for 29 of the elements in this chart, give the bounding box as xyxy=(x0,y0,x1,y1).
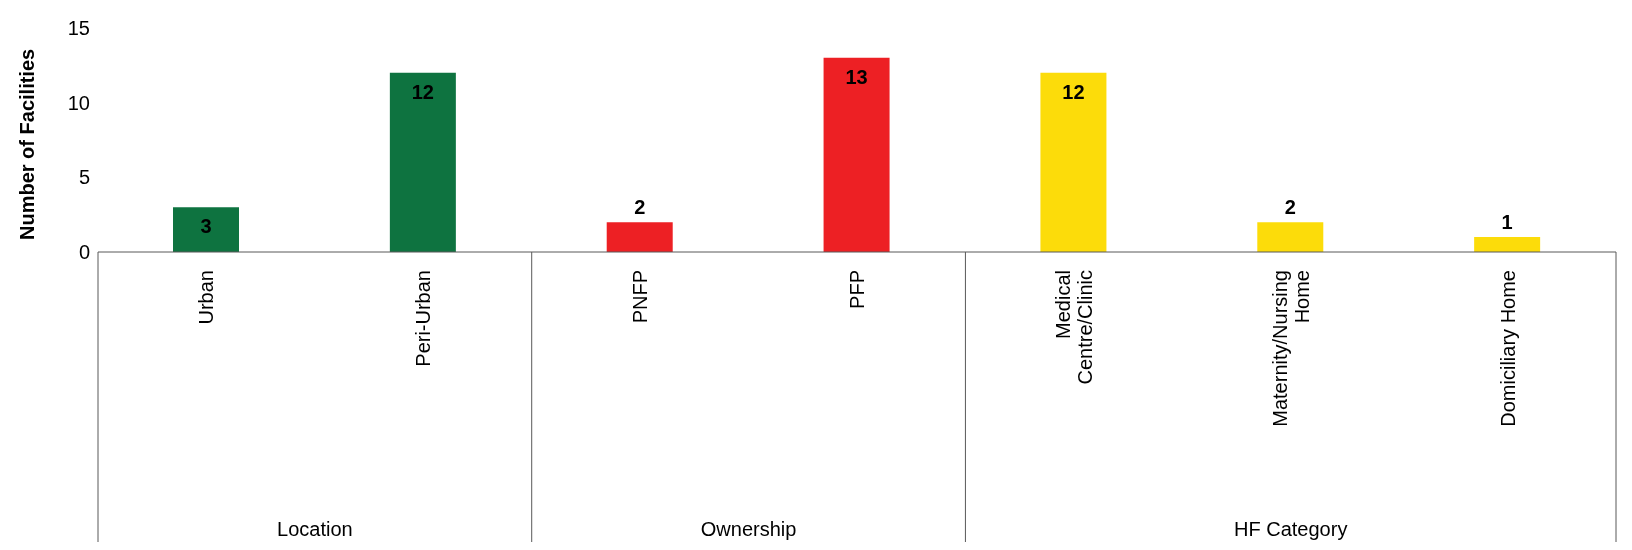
bar xyxy=(1474,237,1541,252)
x-tick-label: PFP xyxy=(846,270,868,309)
text: Location xyxy=(277,518,353,540)
data-label: 1 xyxy=(1501,211,1513,234)
data-label: 12 xyxy=(1062,80,1085,103)
data-label: 12 xyxy=(411,80,434,103)
x-tick-label: Medical Centre/Clinic xyxy=(1051,270,1096,385)
y-tick-label: 10 xyxy=(67,91,90,114)
text: Ownership xyxy=(700,518,797,540)
y-tick-label: 0 xyxy=(78,241,90,264)
text: HF Category xyxy=(1234,518,1348,540)
data-label: 2 xyxy=(634,196,646,219)
y-tick-label: 15 xyxy=(67,17,90,40)
bar xyxy=(1040,72,1107,252)
bar xyxy=(173,207,239,252)
y-tick-label: 5 xyxy=(78,166,90,189)
x-tick-label: Peri-Urban xyxy=(412,270,435,367)
bar xyxy=(823,57,890,252)
bar xyxy=(606,222,673,252)
x-tick-label: Domiciliary Home xyxy=(1496,270,1519,427)
y-axis-title: Number of Facilities xyxy=(16,48,39,240)
data-label: 3 xyxy=(200,215,212,238)
bar xyxy=(1257,222,1324,252)
data-label: 13 xyxy=(845,65,868,88)
x-tick-label: Urban xyxy=(195,270,218,325)
x-tick-label: Maternity/Nursing Home xyxy=(1268,270,1313,427)
bar xyxy=(389,72,456,252)
data-label: 2 xyxy=(1284,196,1296,219)
x-tick-label: PNFP xyxy=(629,270,652,324)
